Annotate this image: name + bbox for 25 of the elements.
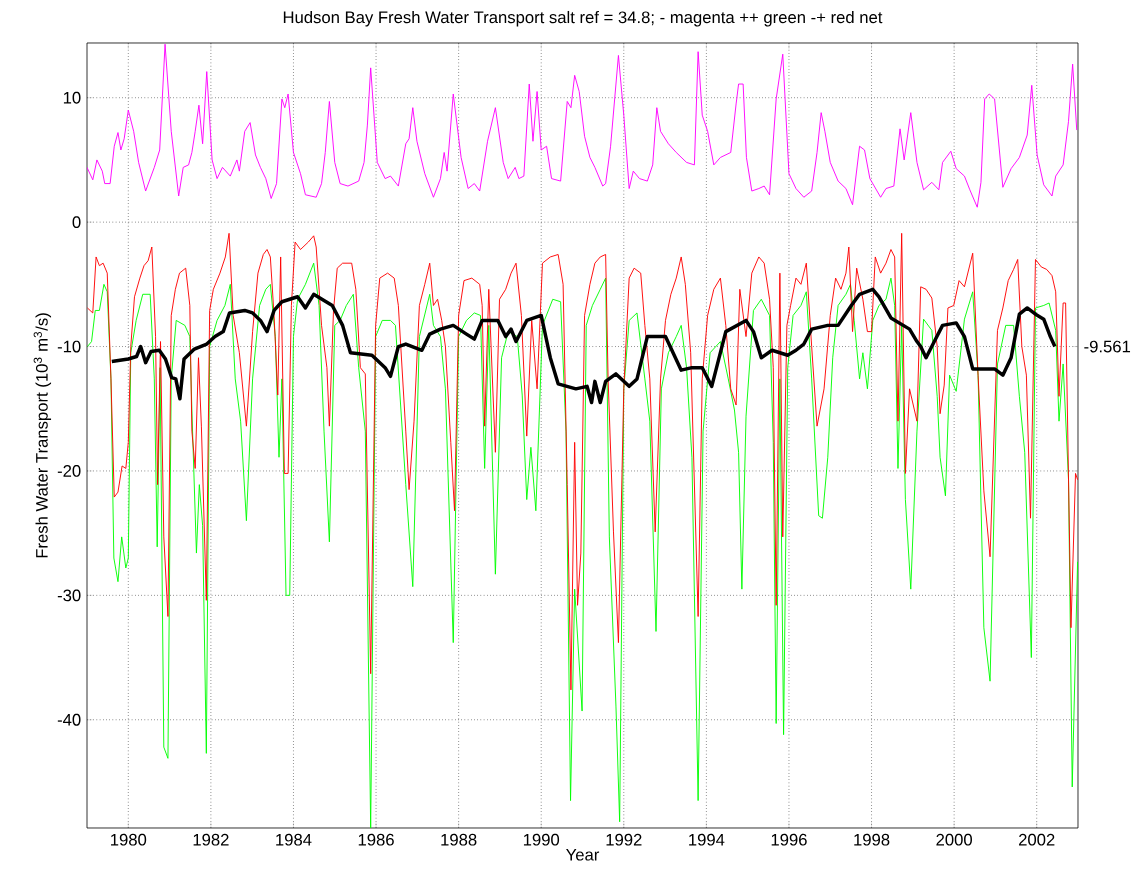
- y-axis-title: Fresh Water Transport (10$^{3}$ m$^{3}$/s): [33, 313, 52, 558]
- x-tick-label: 2002: [1019, 833, 1055, 846]
- x-tick-label: 1996: [771, 833, 807, 846]
- x-tick-label: 1992: [606, 833, 642, 846]
- x-tick-label: 1982: [193, 833, 229, 846]
- x-tick-label: 1998: [854, 833, 890, 846]
- y-tick-label: -20: [57, 465, 81, 477]
- line-series: [87, 43, 1078, 208]
- y-tick-label: 0: [72, 216, 81, 229]
- x-tick-label: 1984: [276, 833, 312, 846]
- y-tick-label: -10: [57, 340, 81, 353]
- line-series: [87, 232, 1078, 691]
- x-tick-label: 1988: [441, 833, 477, 846]
- text: -9.561: [1084, 340, 1131, 353]
- line-series: [87, 262, 1078, 828]
- x-tick-label: 1980: [111, 833, 147, 846]
- x-tick-label: 1990: [523, 833, 560, 846]
- chart-title: Hudson Bay Fresh Water Transport salt ref = 34.8; - magenta ++ green -+ red net: [283, 10, 883, 27]
- x-axis-title: Year: [566, 848, 600, 861]
- x-tick-label: 2000: [936, 833, 972, 846]
- y-tick-label: 10: [63, 91, 81, 104]
- y-tick-label: -30: [57, 589, 81, 602]
- x-tick-label: 1994: [689, 833, 725, 846]
- y-tick-label: -40: [57, 713, 81, 726]
- x-tick-label: 1986: [358, 833, 394, 846]
